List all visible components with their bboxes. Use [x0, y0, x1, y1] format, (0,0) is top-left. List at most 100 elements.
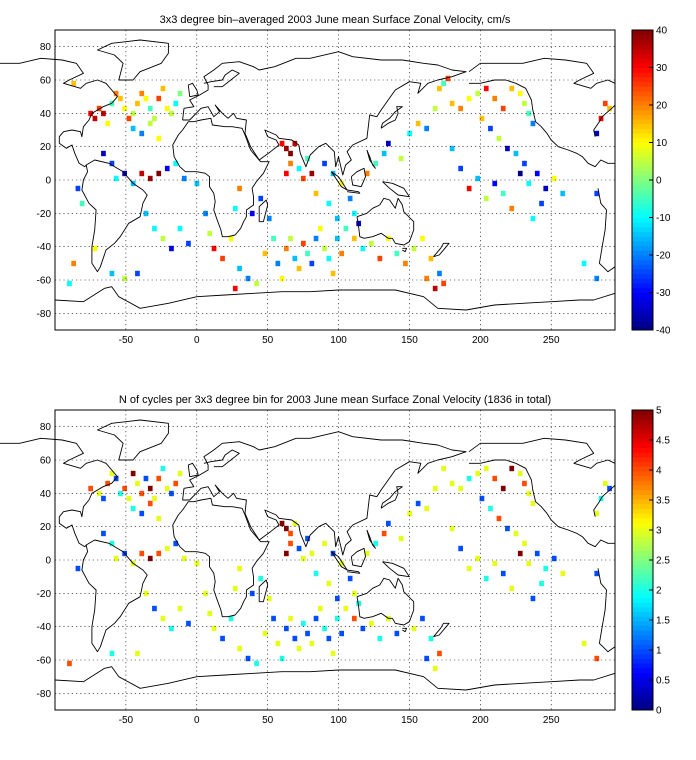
colorbar-segment: [632, 602, 653, 608]
colorbar-tick-label: 40: [656, 26, 668, 37]
data-cell: [220, 635, 225, 642]
data-cell: [288, 150, 293, 157]
data-cell: [288, 160, 293, 167]
data-cell: [92, 245, 98, 252]
data-cell: [364, 550, 370, 557]
colorbar-tick-label: -30: [656, 288, 671, 299]
data-cell: [284, 145, 289, 152]
colorbar: 5 4.5 4 3.5 3 2.5 2 1.5 1 0.5 0: [631, 406, 670, 717]
data-cell: [173, 480, 179, 487]
data-cell: [71, 80, 76, 87]
x-tick-label: 0: [194, 715, 200, 726]
coastline-segment: [469, 459, 615, 548]
data-cell: [122, 485, 127, 492]
data-cell: [288, 235, 293, 242]
colorbar-segment: [632, 165, 653, 172]
data-cell: [284, 625, 289, 632]
data-cell: [526, 560, 532, 567]
data-cell: [526, 110, 532, 117]
colorbar-segment: [632, 269, 653, 275]
colorbar-segment: [632, 569, 653, 575]
colorbar-tick-label: 0.5: [656, 676, 670, 687]
data-cell: [71, 260, 76, 267]
colorbar-segment: [632, 606, 653, 613]
data-cell: [339, 180, 344, 187]
data-cell: [186, 240, 191, 247]
data-cell: [369, 240, 374, 247]
data-cell: [313, 190, 319, 197]
x-tick-label: -50: [119, 715, 134, 726]
data-cell: [475, 555, 481, 562]
colorbar-segment: [632, 287, 653, 293]
x-tick-label: 100: [330, 715, 347, 726]
colorbar-segment: [632, 438, 653, 444]
data-cell: [500, 190, 506, 197]
x-tick-label: 250: [543, 335, 560, 346]
colorbar-segment: [632, 424, 653, 430]
colorbar-segment: [632, 564, 653, 570]
colorbar-segment: [632, 67, 653, 73]
data-cell: [105, 120, 110, 127]
coastline-segment: [54, 286, 616, 311]
data-cell: [522, 480, 527, 487]
coastline-segment: [347, 189, 361, 194]
data-cell: [156, 475, 162, 482]
data-cell: [517, 550, 523, 557]
colorbar-segment: [632, 105, 653, 111]
data-cell: [432, 285, 438, 292]
data-cell: [147, 555, 153, 562]
data-cell: [326, 580, 332, 587]
colorbar-segment: [632, 44, 653, 50]
data-cell: [534, 550, 540, 557]
data-cell: [169, 245, 174, 252]
colorbar-segment: [632, 30, 653, 36]
data-cell: [237, 565, 242, 572]
coastline-segment: [433, 622, 450, 638]
data-cell: [466, 95, 472, 102]
data-cell: [139, 170, 145, 177]
colorbar-segment: [632, 208, 653, 214]
coastline-segment: [81, 159, 148, 273]
data-cell: [118, 490, 123, 497]
colorbar-segment: [632, 72, 653, 78]
data-cell: [211, 625, 217, 632]
data-cell: [330, 270, 336, 277]
y-tick-label: -80: [37, 309, 52, 320]
colorbar-segment: [632, 428, 653, 434]
data-cell: [249, 210, 255, 217]
colorbar-segment: [632, 499, 653, 505]
y-tick-label: -20: [37, 589, 52, 600]
data-cell: [288, 530, 293, 537]
data-cell: [335, 615, 340, 622]
data-cell: [266, 595, 272, 602]
data-cell: [386, 140, 391, 147]
data-cell: [560, 570, 566, 577]
data-cell: [113, 175, 119, 182]
coastline-segment: [593, 104, 616, 137]
colorbar-segment: [632, 203, 653, 209]
colorbar-tick-label: 2.5: [656, 556, 670, 567]
data-cell: [581, 260, 587, 267]
data-cell: [411, 245, 417, 252]
data-cell: [279, 140, 285, 147]
coastline-segment: [366, 149, 376, 169]
data-cell: [139, 510, 145, 517]
coastline-segment: [203, 449, 240, 468]
coastline-segment: [350, 167, 366, 188]
data-cell: [169, 110, 174, 117]
data-cells: [67, 75, 612, 292]
data-cell: [488, 505, 493, 512]
data-cell: [441, 80, 446, 87]
x-tick-label: 50: [262, 335, 274, 346]
data-cell: [594, 275, 600, 282]
coastline-segment: [468, 57, 616, 89]
colorbar-segment: [632, 527, 653, 533]
data-cell: [326, 200, 332, 207]
colorbar-segment: [632, 109, 653, 115]
data-cell: [92, 115, 98, 122]
data-cell: [492, 95, 498, 102]
colorbar-segment: [632, 189, 653, 195]
data-cell: [551, 555, 557, 562]
coastline-segment: [258, 199, 269, 223]
data-cell: [156, 95, 162, 102]
